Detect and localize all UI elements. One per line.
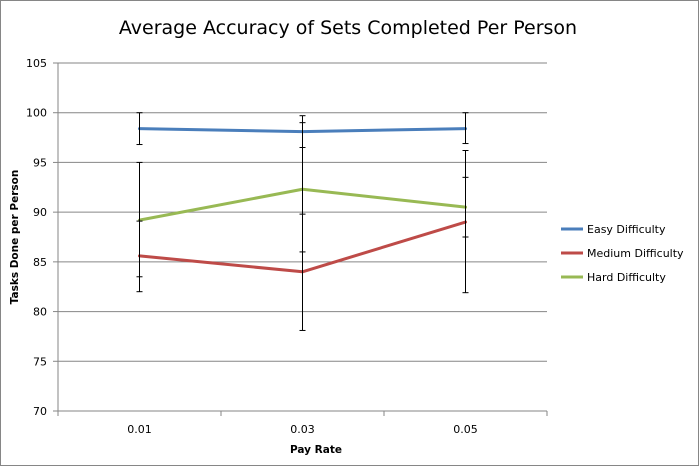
- y-tick-label: 90: [33, 206, 47, 219]
- y-tick-label: 105: [26, 57, 47, 70]
- y-tick-label: 85: [33, 256, 47, 269]
- legend-label: Hard Difficulty: [587, 271, 666, 284]
- y-axis-label: Tasks Done per Person: [9, 170, 21, 305]
- x-axis-label: Pay Rate: [290, 444, 342, 456]
- y-tick-label: 75: [33, 355, 47, 368]
- axes: [57, 63, 547, 412]
- legend-label: Medium Difficulty: [587, 247, 684, 260]
- y-axis-ticks: 70 75 80 85 90 95 100 105: [26, 57, 58, 418]
- x-tick-label: 0.05: [453, 423, 478, 436]
- x-axis-ticks: 0.01 0.03 0.05: [57, 411, 548, 436]
- y-tick-label: 95: [33, 156, 47, 169]
- legend-label: Easy Difficulty: [587, 223, 666, 236]
- y-tick-label: 80: [33, 306, 47, 319]
- y-tick-label: 70: [33, 405, 47, 418]
- x-tick-label: 0.03: [290, 423, 315, 436]
- x-tick-label: 0.01: [127, 423, 152, 436]
- chart-title: Average Accuracy of Sets Completed Per P…: [119, 17, 577, 39]
- error-bars: [136, 112, 469, 331]
- y-tick-label: 100: [26, 107, 47, 120]
- legend: Easy Difficulty Medium Difficulty Hard Dif…: [561, 223, 684, 284]
